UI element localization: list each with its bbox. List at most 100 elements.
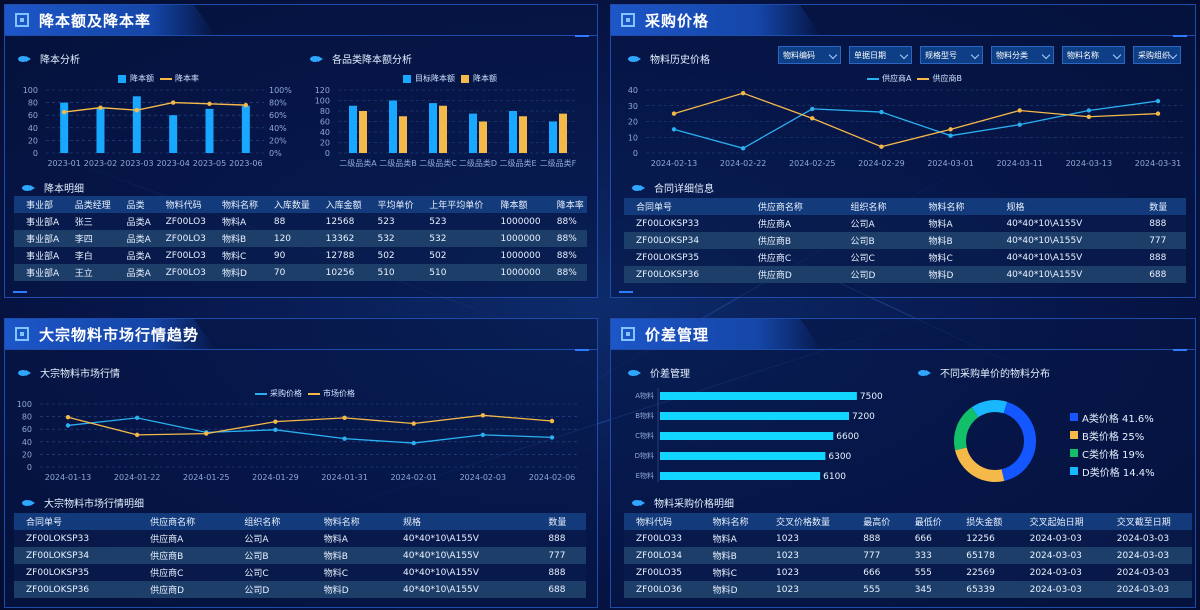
column-header[interactable]: 降本额 [488, 196, 545, 213]
chevron-down-icon [899, 50, 909, 60]
column-header[interactable]: 规格 [994, 198, 1138, 215]
table-cell: ZF00LO3 [153, 264, 211, 281]
chart-material-history: 0 10 20 30 40 2024-02-13 2024-02-22 2024-02-25 2… [628, 86, 1186, 168]
table-cell: 1023 [764, 564, 852, 581]
fish-arrow-icon [632, 184, 646, 191]
column-header[interactable]: 最高价 [851, 513, 903, 530]
column-header[interactable]: 数量 [536, 513, 586, 530]
column-header[interactable]: 物料代码 [624, 513, 701, 530]
column-header[interactable]: 交叉截至日期 [1104, 513, 1192, 530]
table-row[interactable]: ZF00LOKSP34 供应商B 公司B 物料B 40*40*10\A155V 777 [14, 547, 586, 564]
filter-material-name[interactable]: 物料名称 [1062, 46, 1125, 64]
legend-label: 降本率 [175, 74, 199, 83]
panel-header: 大宗物料市场行情趋势 [5, 319, 215, 349]
table-row[interactable]: ZF00LOKSP36 供应商D 公司D 物料D 40*40*10\A155V 688 [14, 581, 586, 598]
column-header[interactable]: 交叉起始日期 [1017, 513, 1105, 530]
panel-header: 采购价格 [611, 5, 821, 35]
table-cell: 333 [902, 547, 955, 564]
column-header[interactable]: 合同单号 [624, 198, 746, 215]
x-tick-label: 二级品类B [379, 158, 417, 168]
table-cell: 品类A [114, 213, 154, 230]
table-cell: 物料D [916, 266, 995, 283]
column-header[interactable]: 损失金额 [954, 513, 1018, 530]
y-tick-label: 60 [320, 118, 330, 127]
bar [509, 111, 517, 153]
column-header[interactable]: 品类 [114, 196, 154, 213]
data-point [204, 431, 209, 436]
table-row[interactable]: 事业部A 王立 品类A ZF00LO3 物料D 70 10256 510 510 1000000 8… [14, 264, 587, 281]
column-header[interactable]: 物料名称 [700, 513, 765, 530]
column-header[interactable]: 物料名称 [210, 196, 262, 213]
bar [439, 105, 447, 153]
filter-label: 物料编码 [783, 50, 815, 60]
bar [60, 102, 69, 153]
table-row[interactable]: ZF00LO36 物料D 1023 555 345 65339 2024-03-03 2024… [624, 581, 1192, 598]
table-cell: 物料B [700, 547, 765, 564]
legend-swatch [118, 74, 126, 83]
column-header[interactable]: 数量 [1137, 198, 1186, 215]
table-cell: 555 [851, 581, 903, 598]
table-cell: 事业部A [14, 247, 63, 264]
column-header[interactable]: 物料名称 [311, 513, 392, 530]
column-header[interactable]: 平均单价 [365, 196, 418, 213]
filter-purchase-org[interactable]: 采购组织 [1133, 46, 1181, 64]
table-cell: 物料B [916, 232, 995, 249]
filter-spec-model[interactable]: 规格型号 [920, 46, 983, 64]
column-header[interactable]: 组织名称 [838, 198, 917, 215]
table-row[interactable]: ZF00LOKSP34 供应商B 公司B 物料B 40*40*10\A155V 777 [624, 232, 1186, 249]
bar [96, 107, 105, 153]
square-target-icon [621, 327, 635, 341]
bar [660, 452, 826, 460]
column-header[interactable]: 合同单号 [14, 513, 139, 530]
table-row[interactable]: 事业部A 李白 品类A ZF00LO3 物料C 90 12788 502 502 1000000 8… [14, 247, 587, 264]
table-cell: 65178 [954, 547, 1018, 564]
table-cell: 1000000 [488, 264, 545, 281]
data-point [170, 100, 176, 105]
column-header[interactable]: 事业部 [14, 196, 63, 213]
filter-document-date[interactable]: 单据日期 [849, 46, 912, 64]
data-point [411, 440, 416, 446]
table-row[interactable]: ZF00LOKSP36 供应商D 公司D 物料D 40*40*10\A155V 688 [624, 266, 1186, 283]
data-point [273, 427, 278, 433]
column-header[interactable]: 入库数量 [261, 196, 314, 213]
filter-material-code[interactable]: 物料编码 [778, 46, 841, 64]
filter-material-category[interactable]: 物料分类 [991, 46, 1054, 64]
column-header[interactable]: 供应商名称 [745, 198, 839, 215]
table-row[interactable]: ZF00LOKSP33 供应商A 公司A 物料A 40*40*10\A155V 888 [14, 530, 586, 547]
column-header[interactable]: 最低价 [902, 513, 955, 530]
table-row[interactable]: 事业部A 李四 品类A ZF00LO3 物料B 120 13362 532 532 1000000… [14, 230, 587, 247]
table-purchase-detail: 物料代码 物料名称 交叉价格数量 最高价 最低价 损失金额 交叉起始日期 交叉截至日期 ZF00… [624, 513, 1192, 598]
column-header[interactable]: 规格 [391, 513, 537, 530]
y-tick-label: 0 [33, 149, 38, 158]
fish-arrow-icon [22, 499, 36, 506]
table-cell: 688 [536, 581, 586, 598]
column-header[interactable]: 组织名称 [232, 513, 312, 530]
table-row[interactable]: ZF00LOKSP35 供应商C 公司C 物料C 40*40*10\A155V 888 [624, 249, 1186, 266]
subtitle-contract-detail: 合同详细信息 [632, 180, 714, 195]
table-cell: 88% [544, 264, 587, 281]
column-header[interactable]: 入库金额 [313, 196, 366, 213]
data-point [948, 127, 953, 132]
table-row[interactable]: ZF00LOKSP33 供应商A 公司A 物料A 40*40*10\A155V 888 [624, 215, 1186, 232]
table-row[interactable]: ZF00LOKSP35 供应商C 公司C 物料C 40*40*10\A155V 888 [14, 564, 586, 581]
panel-title: 价差管理 [645, 325, 710, 344]
donut-slice [955, 447, 1005, 482]
legend-price-distribution: A类价格 41.6% B类价格 25% C类价格 19% D类价格 14.4% [1070, 408, 1155, 480]
table-row[interactable]: 事业部A 张三 品类A ZF00LO3 物料A 88 12568 523 523 1000000 8… [14, 213, 587, 230]
table-row[interactable]: ZF00LO34 物料B 1023 777 333 65178 2024-03-03 2024… [624, 547, 1192, 564]
table-row[interactable]: ZF00LO33 物料A 1023 888 666 12256 2024-03-03 2024… [624, 530, 1192, 547]
column-header[interactable]: 交叉价格数量 [764, 513, 852, 530]
column-header[interactable]: 物料代码 [153, 196, 211, 213]
y-tick-label: 100% [269, 86, 292, 95]
column-header[interactable]: 上年平均单价 [417, 196, 489, 213]
table-row[interactable]: ZF00LO35 物料C 1023 666 555 22569 2024-03-03 2024… [624, 564, 1192, 581]
column-header[interactable]: 物料名称 [916, 198, 995, 215]
column-header[interactable]: 品类经理 [62, 196, 115, 213]
legend-label: A类价格 41.6% [1082, 413, 1154, 425]
column-header[interactable]: 供应商名称 [138, 513, 233, 530]
table-cell: 供应商B [745, 232, 839, 249]
legend-label: B类价格 25% [1082, 431, 1145, 443]
y-tick-label: 20 [22, 450, 32, 459]
column-header[interactable]: 降本率 [544, 196, 587, 213]
y-tick-label: 80 [320, 107, 330, 116]
